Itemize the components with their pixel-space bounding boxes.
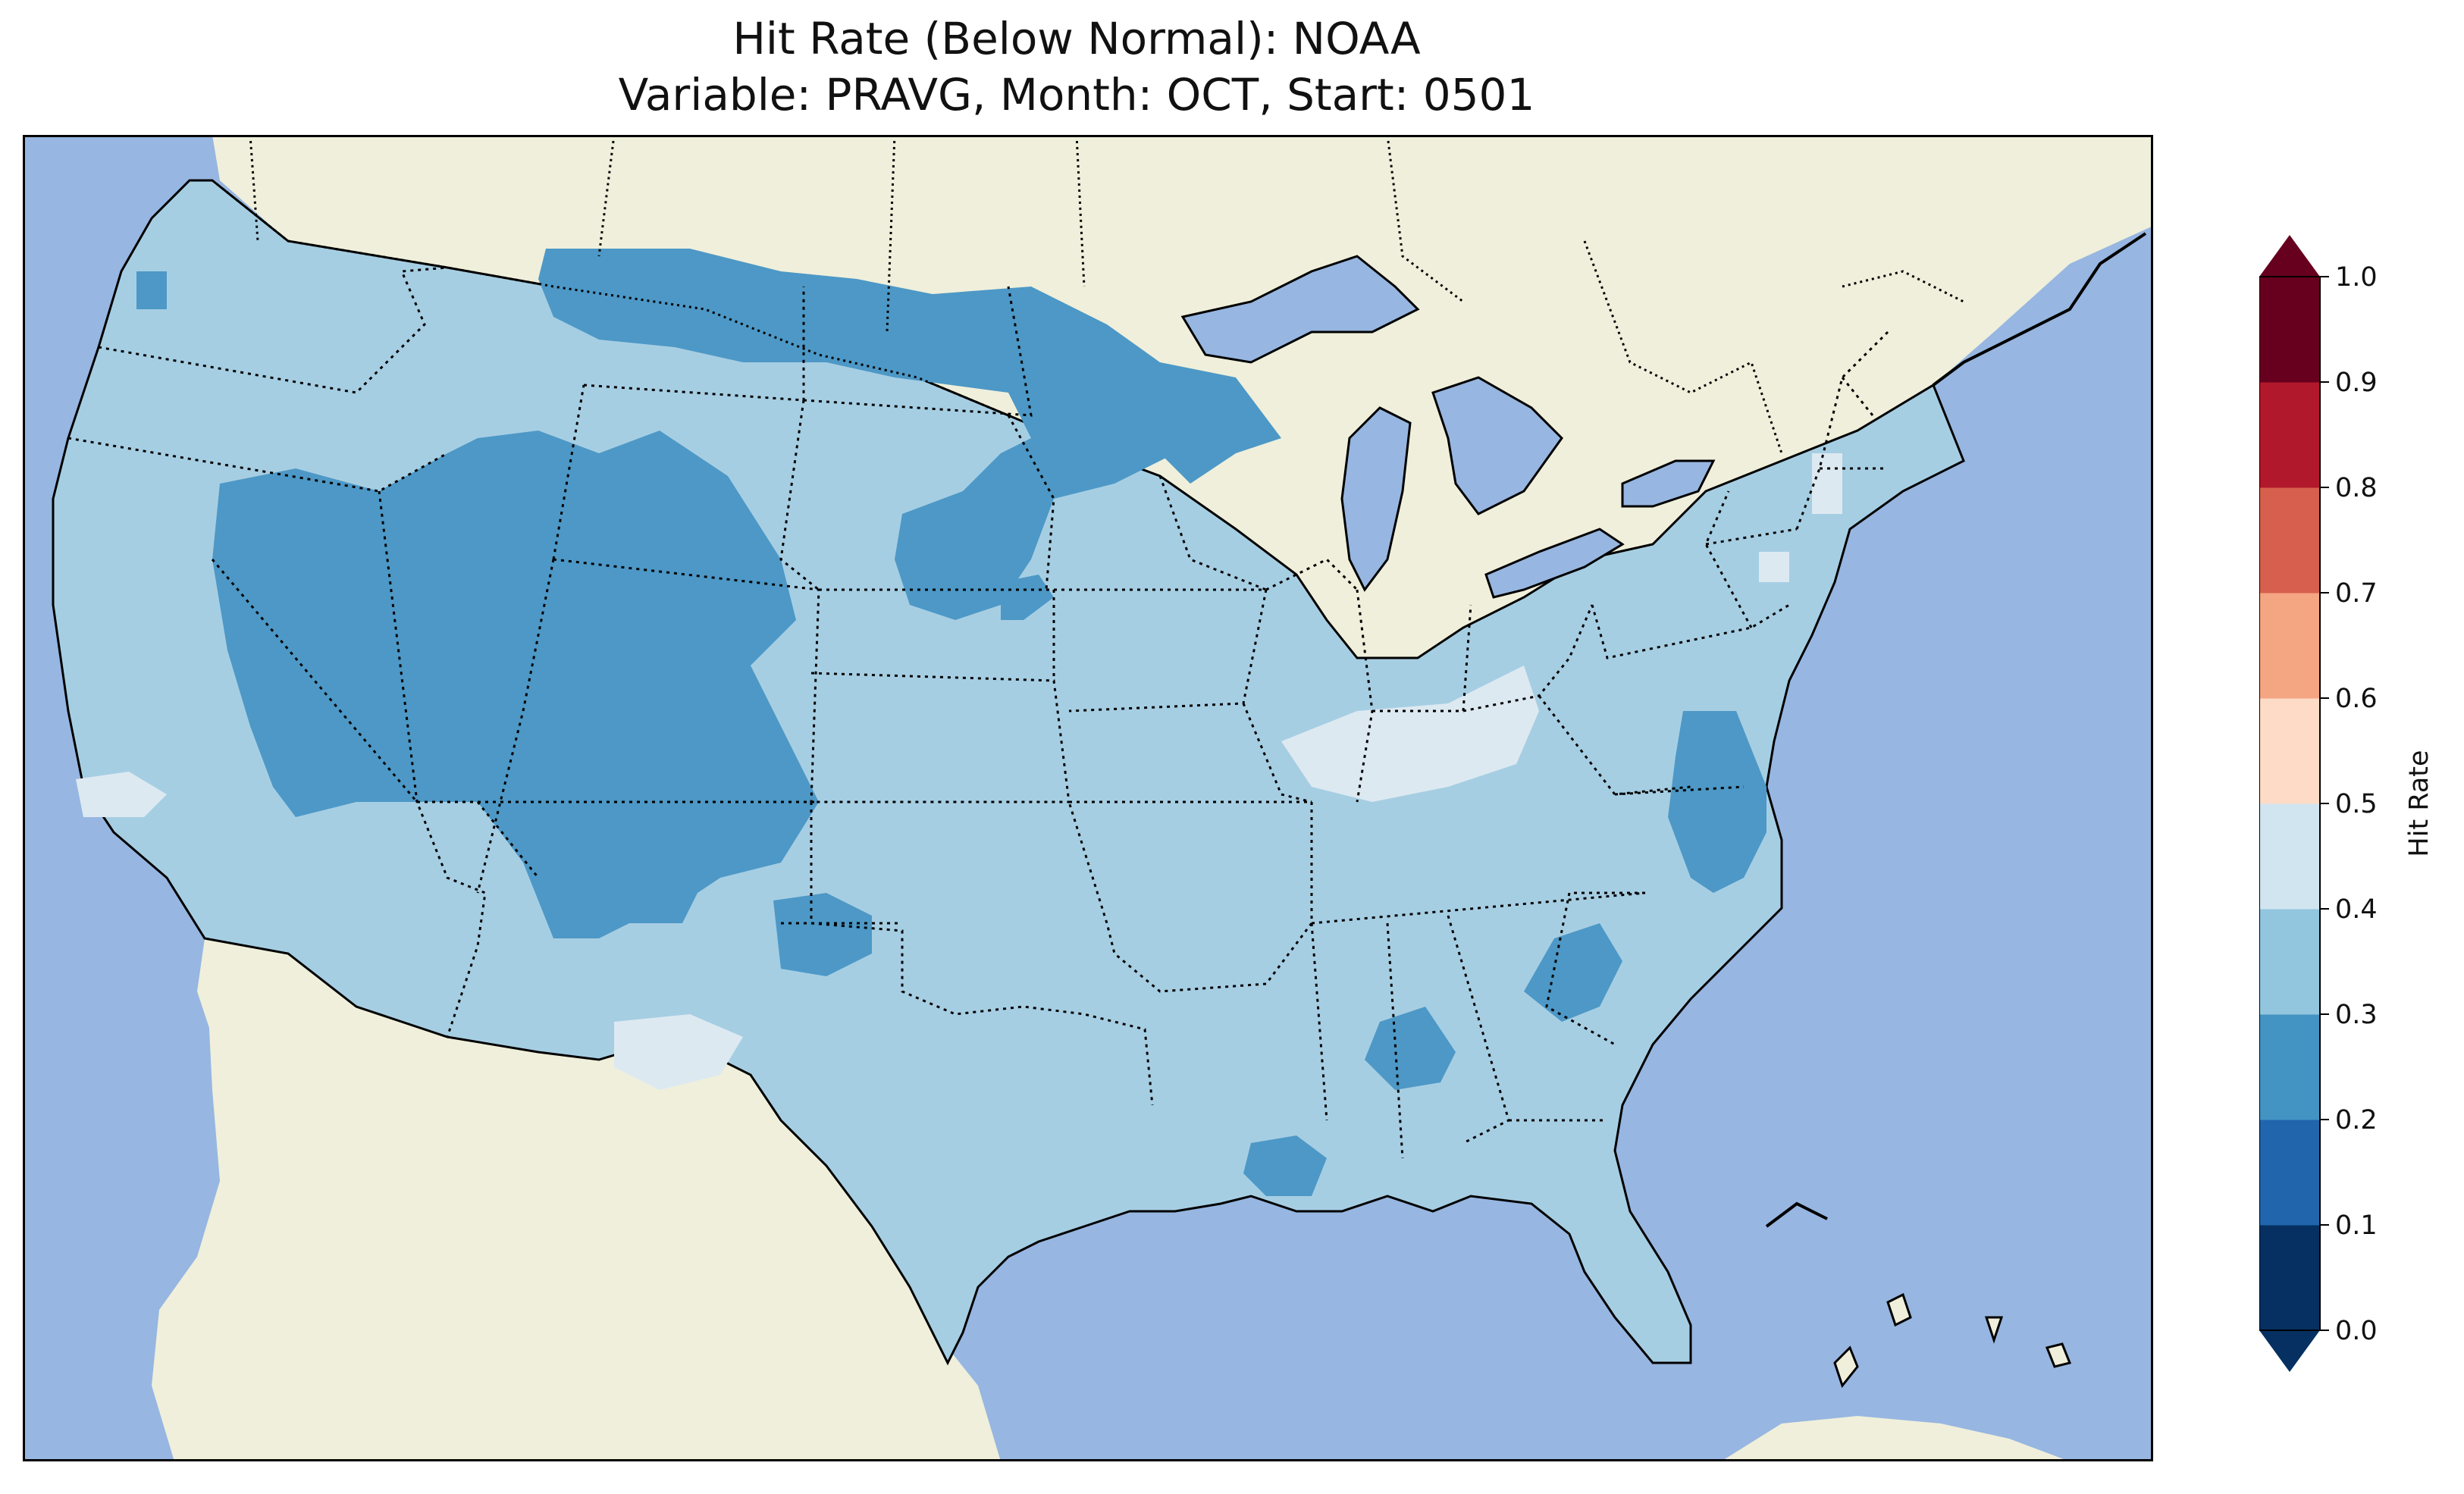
colorbar-tick-label: 0.0: [2335, 1316, 2378, 1346]
montana-dakota-region: [538, 249, 1205, 620]
lake-huron: [1431, 376, 1563, 515]
washington-patch: [136, 271, 167, 309]
colorbar-swatch: [2259, 909, 2320, 1015]
map-title: Hit Rate (Below Normal): NOAA: [732, 13, 1421, 64]
country-borders: [212, 135, 1964, 454]
colorbar-tick-label: 0.4: [2335, 894, 2378, 925]
map-panel: [23, 135, 2153, 1461]
lake-erie: [1484, 528, 1625, 599]
colorbar-swatch: [2259, 1014, 2320, 1120]
coastlines: [1765, 232, 2147, 1228]
cuba-land: [1721, 1416, 2070, 1461]
dark-class-regions: [136, 249, 1766, 1196]
wisconsin-region: [1160, 362, 1281, 484]
new-england-patch: [1812, 453, 1842, 514]
lake-superior: [1180, 255, 1420, 364]
colorbar: 0.0 0.1 0.2 0.3 0.4 0.5 0.6 0.7 0.8 0.9 1.0 Hit Ra…: [2259, 235, 2434, 1372]
map-subtitle: Variable: PRAVG, Month: OCT, Start: 0501: [618, 69, 1535, 121]
california-patch: [76, 772, 167, 817]
colorbar-tick-label: 0.9: [2335, 368, 2378, 398]
colorbar-extend-max: [2259, 235, 2320, 277]
colorbar-tick-label: 1.0: [2335, 262, 2378, 293]
colorbar-tick-label: 0.6: [2335, 684, 2378, 714]
great-basin-region: [212, 431, 819, 923]
north-carolina-region: [1668, 711, 1766, 893]
colorbar-tick-label: 0.5: [2335, 789, 2378, 819]
great-lakes: [1180, 255, 1716, 599]
colorbar-tick-label: 0.8: [2335, 473, 2378, 503]
colorbar-swatch: [2259, 1225, 2320, 1331]
colorbar-swatches: [2259, 277, 2320, 1331]
nj-patch: [1759, 552, 1789, 582]
colorbar-label: Hit Rate: [2404, 750, 2434, 857]
colorbar-ticks: 0.0 0.1 0.2 0.3 0.4 0.5 0.6 0.7 0.8 0.9 1.0: [2320, 262, 2378, 1346]
nebraska-patch: [1001, 575, 1054, 620]
colorbar-swatch: [2259, 277, 2320, 383]
bahamas-islands: [1833, 1292, 2072, 1389]
lake-michigan: [1340, 406, 1412, 592]
state-borders: [67, 266, 1889, 1159]
baja-peninsula: [197, 938, 417, 1424]
colorbar-swatch: [2259, 593, 2320, 699]
new-mexico-patch: [614, 1014, 743, 1090]
colorbar-swatch: [2259, 382, 2320, 488]
colorbar-tick-label: 0.3: [2335, 1000, 2378, 1030]
colorbar-swatch: [2259, 487, 2320, 594]
four-corners-region: [478, 802, 705, 938]
light-class-regions: [76, 453, 1842, 1090]
oklahoma-patch: [773, 893, 872, 976]
colorbar-extend-min: [2259, 1330, 2320, 1372]
colorbar-tick-label: 0.1: [2335, 1211, 2378, 1241]
lake-ontario: [1621, 459, 1716, 508]
kentucky-region: [1281, 666, 1539, 802]
colorbar-tick-label: 0.2: [2335, 1105, 2378, 1135]
map-frame: [23, 135, 2153, 1461]
colorbar-tick-label: 0.7: [2335, 578, 2378, 609]
louisiana-region: [1243, 1135, 1327, 1196]
colorbar-swatch: [2259, 803, 2320, 910]
colorbar-swatch: [2259, 698, 2320, 804]
alabama-region: [1365, 1007, 1456, 1090]
colorbar-swatch: [2259, 1120, 2320, 1226]
